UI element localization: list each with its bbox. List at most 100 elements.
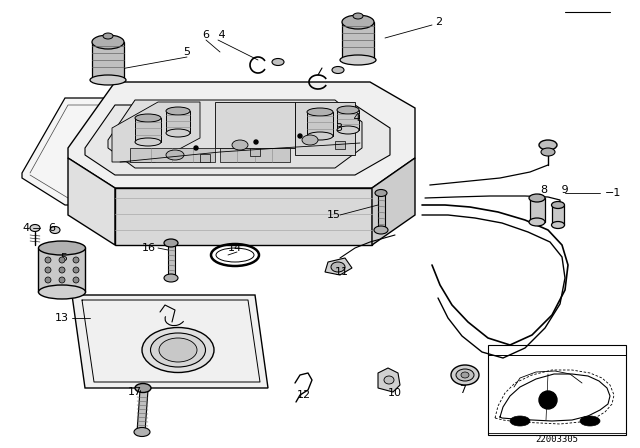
Text: 4: 4 (350, 113, 360, 123)
Ellipse shape (342, 15, 374, 29)
Polygon shape (378, 368, 400, 392)
Polygon shape (166, 111, 190, 133)
Text: 13: 13 (55, 313, 69, 323)
Polygon shape (307, 112, 333, 136)
Ellipse shape (552, 202, 564, 208)
Bar (488, 345, 626, 435)
Ellipse shape (38, 285, 86, 299)
Text: 5: 5 (60, 253, 67, 263)
Polygon shape (112, 102, 200, 162)
Ellipse shape (552, 221, 564, 228)
Circle shape (73, 257, 79, 263)
Text: 3: 3 (335, 123, 342, 133)
Text: 2: 2 (435, 17, 442, 27)
Ellipse shape (580, 416, 600, 426)
Text: 4: 4 (215, 30, 226, 40)
Ellipse shape (307, 108, 333, 116)
Ellipse shape (103, 33, 113, 39)
Ellipse shape (134, 427, 150, 436)
Polygon shape (130, 148, 215, 162)
Text: 16: 16 (142, 243, 156, 253)
Polygon shape (68, 158, 115, 245)
Ellipse shape (340, 55, 376, 65)
Ellipse shape (232, 140, 248, 150)
Ellipse shape (50, 227, 60, 233)
Ellipse shape (461, 372, 469, 378)
Ellipse shape (529, 194, 545, 202)
Ellipse shape (159, 338, 197, 362)
Circle shape (45, 257, 51, 263)
Polygon shape (137, 390, 148, 432)
Ellipse shape (142, 327, 214, 372)
Text: 14: 14 (228, 243, 242, 253)
Polygon shape (38, 248, 85, 292)
Ellipse shape (384, 376, 394, 384)
Polygon shape (200, 154, 210, 162)
Polygon shape (215, 102, 295, 148)
Circle shape (59, 267, 65, 273)
Ellipse shape (164, 239, 178, 247)
Ellipse shape (166, 129, 190, 137)
Text: 4: 4 (22, 223, 29, 233)
Polygon shape (22, 98, 370, 205)
Polygon shape (530, 198, 545, 222)
Circle shape (254, 140, 258, 144)
Ellipse shape (135, 383, 151, 392)
Polygon shape (337, 110, 359, 130)
Text: 11: 11 (335, 267, 349, 277)
Text: 12: 12 (297, 390, 311, 400)
Polygon shape (168, 245, 175, 278)
Text: 7: 7 (459, 385, 466, 395)
Ellipse shape (337, 106, 359, 114)
Ellipse shape (38, 241, 86, 255)
Text: 5: 5 (183, 47, 190, 57)
Polygon shape (250, 148, 260, 156)
Circle shape (298, 134, 302, 138)
Text: 22003305: 22003305 (536, 435, 579, 444)
Ellipse shape (456, 369, 474, 381)
Ellipse shape (164, 274, 178, 282)
Text: 15: 15 (327, 210, 341, 220)
Ellipse shape (166, 107, 190, 115)
Text: 8: 8 (540, 185, 547, 195)
Ellipse shape (135, 114, 161, 122)
Circle shape (194, 146, 198, 150)
Polygon shape (115, 188, 372, 245)
Ellipse shape (541, 148, 555, 156)
Circle shape (73, 277, 79, 283)
Polygon shape (342, 22, 374, 60)
Polygon shape (372, 158, 415, 245)
Polygon shape (85, 105, 390, 175)
Circle shape (73, 267, 79, 273)
Polygon shape (220, 148, 290, 162)
Polygon shape (378, 195, 385, 230)
Ellipse shape (374, 226, 388, 234)
Text: 17: 17 (128, 387, 142, 397)
Text: 6: 6 (48, 223, 55, 233)
Text: 9: 9 (558, 185, 568, 195)
Circle shape (45, 267, 51, 273)
Ellipse shape (529, 218, 545, 226)
Polygon shape (135, 118, 161, 142)
Polygon shape (295, 102, 355, 155)
Circle shape (539, 391, 557, 409)
Ellipse shape (510, 416, 530, 426)
Ellipse shape (332, 66, 344, 73)
Polygon shape (335, 141, 345, 149)
Circle shape (45, 277, 51, 283)
Polygon shape (68, 82, 415, 188)
Ellipse shape (135, 138, 161, 146)
Polygon shape (92, 42, 124, 80)
Ellipse shape (539, 140, 557, 150)
Polygon shape (72, 295, 268, 388)
Ellipse shape (302, 135, 318, 145)
Circle shape (59, 257, 65, 263)
Ellipse shape (92, 35, 124, 49)
Ellipse shape (30, 224, 40, 232)
Text: 6: 6 (202, 30, 209, 40)
Ellipse shape (331, 262, 345, 272)
Ellipse shape (150, 333, 205, 367)
Text: 10: 10 (388, 388, 402, 398)
Ellipse shape (337, 126, 359, 134)
Ellipse shape (166, 150, 184, 160)
